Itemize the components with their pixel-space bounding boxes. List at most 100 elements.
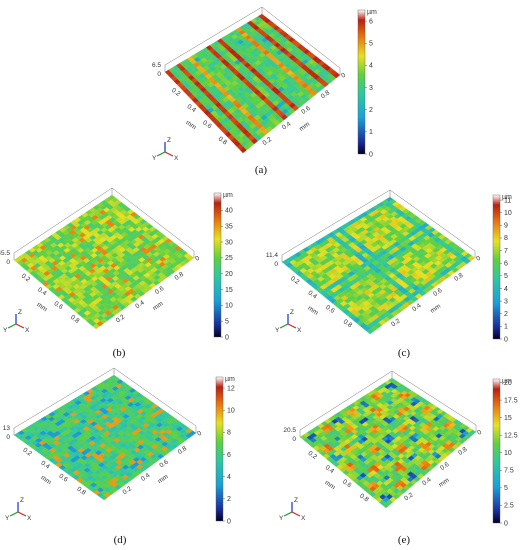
- z-zero-label: 0: [274, 261, 278, 268]
- colorbar-tick-label: 5: [504, 485, 508, 492]
- panel-caption-e: (e): [398, 534, 411, 546]
- colorbar-tick-label: 12.5: [504, 432, 518, 439]
- colorbar-unit: µm: [225, 376, 235, 383]
- colorbar-tick-label: 5: [504, 273, 508, 280]
- y-tick-label: 0.8: [174, 271, 186, 282]
- y-tick-label: 0.8: [457, 446, 469, 457]
- colorbar-tick-label: 9: [504, 223, 508, 230]
- colorbar-gradient: [357, 9, 366, 155]
- x-tick-label: 0.8: [75, 486, 87, 497]
- y-axis-unit: mm: [298, 121, 311, 133]
- colorbar-tick-label: 17.5: [504, 397, 518, 404]
- colorbar-tick-label: 12: [227, 385, 235, 392]
- y-zero-label: 0: [196, 430, 203, 438]
- x-tick-label: 0.4: [186, 103, 198, 114]
- panel-caption-a: (a): [255, 164, 268, 176]
- colorbar-tick-label: 10: [504, 450, 512, 457]
- y-tick-label: 0.8: [320, 89, 332, 100]
- colorbar-tick-label: 3: [369, 85, 373, 92]
- triad-x-label: X: [297, 327, 302, 334]
- x-tick-label: 0.2: [307, 450, 319, 461]
- y-tick-label: 0.4: [411, 302, 423, 313]
- colorbar-tick-label: 4: [369, 63, 373, 70]
- z-max-label: 11.4: [266, 252, 279, 259]
- surface-texture-e: [299, 377, 477, 509]
- triad-x-axis: [291, 511, 301, 517]
- triad-x-axis: [164, 151, 174, 157]
- surface-panel-a: 6.500.20.40.60.8mm0.20.40.60.80mmµm01234…: [152, 6, 377, 176]
- x-tick-label: 0.2: [21, 447, 33, 458]
- triad-y-label: Y: [152, 155, 157, 162]
- z-max-label: 20.5: [283, 427, 296, 434]
- colorbar-tick-label: 2: [369, 107, 373, 114]
- colorbar-tick-label: 8: [504, 235, 508, 242]
- x-tick-label: 0.8: [358, 493, 370, 504]
- colorbar-tick-label: 0: [369, 151, 373, 158]
- z-zero-label: 0: [6, 434, 10, 441]
- triad-y-label: Y: [3, 327, 8, 334]
- colorbar-unit: µm: [223, 192, 233, 199]
- x-tick-label: 0.6: [324, 304, 336, 315]
- surface-texture-a: [164, 13, 341, 154]
- colorbar-tick-label: 6: [227, 452, 231, 459]
- colorbar-tick-label: 3: [504, 298, 508, 305]
- colorbar-tick-label: 25: [225, 255, 233, 262]
- surface-box-a: [164, 6, 341, 75]
- y-tick-label: 0.4: [281, 120, 293, 131]
- z-max-label: 45.5: [0, 250, 10, 257]
- y-tick-label: 0.2: [115, 313, 127, 324]
- surface-box-c: [281, 189, 476, 262]
- colorbar-unit: µm: [367, 9, 377, 16]
- panel-caption-b: (b): [113, 347, 126, 359]
- colorbar-tick-label: 20: [225, 271, 233, 278]
- colorbar-tick-label: 20: [504, 380, 512, 387]
- x-tick-label: 0.2: [20, 273, 32, 284]
- x-axis-unit: mm: [35, 301, 48, 313]
- y-tick-label: 0.4: [134, 299, 146, 310]
- x-tick-label: 0.8: [217, 136, 229, 147]
- z-max-label: 6.5: [152, 62, 161, 69]
- x-axis-unit: mm: [39, 474, 52, 486]
- triad-y-axis: [7, 323, 17, 329]
- colorbar-tick-label: 2: [227, 496, 231, 503]
- y-tick-label: 0.2: [390, 317, 402, 328]
- colorbar-tick-label: 7.5: [504, 468, 514, 475]
- triad-z-label: Z: [20, 497, 24, 504]
- y-tick-label: 0.4: [421, 476, 433, 487]
- surface-box-b: [13, 187, 195, 260]
- y-tick-label: 0.6: [439, 461, 451, 472]
- colorbar-c: µm 0 1 2 3 4 5 6 7 8 9 10 11: [492, 194, 512, 343]
- surface-texture-d: [13, 374, 197, 501]
- colorbar-tick-label: 2.5: [504, 503, 514, 510]
- x-axis-unit: mm: [323, 479, 336, 491]
- x-tick-label: 0.4: [324, 464, 336, 475]
- y-tick-label: 0.4: [140, 472, 152, 483]
- triad-x-axis: [15, 323, 25, 329]
- y-zero-label: 0: [340, 72, 347, 80]
- colorbar-tick-label: 35: [225, 224, 233, 231]
- colorbar-tick-label: 5: [369, 41, 373, 48]
- colorbar-tick-label: 15: [225, 287, 233, 294]
- colorbar-unit: µm: [502, 194, 512, 201]
- colorbar-b: µm 0 5 10 15 20 25 30 35 40: [213, 192, 233, 341]
- colorbar-tick-label: 7: [504, 248, 508, 255]
- y-tick-label: 0.2: [262, 136, 274, 147]
- colorbar-tick-label: 0: [504, 336, 508, 343]
- colorbar-tick-label: 6: [369, 18, 373, 25]
- y-tick-label: 0.2: [122, 485, 134, 496]
- axis-triad-b: Z X Y: [3, 309, 30, 334]
- triad-y-label: Y: [5, 515, 10, 522]
- colorbar-gradient: [492, 194, 501, 340]
- y-zero-label: 0: [475, 255, 482, 263]
- colorbar-tick-label: 2: [504, 311, 508, 318]
- x-tick-label: 0.2: [289, 275, 301, 286]
- triad-z-label: Z: [294, 497, 298, 504]
- triad-x-label: X: [301, 515, 306, 522]
- surface-box-d: [13, 367, 197, 435]
- y-axis-unit: mm: [438, 477, 451, 489]
- triad-y-label: Y: [275, 327, 280, 334]
- triad-z-label: Z: [18, 309, 22, 316]
- colorbar-tick-label: 10: [227, 408, 235, 415]
